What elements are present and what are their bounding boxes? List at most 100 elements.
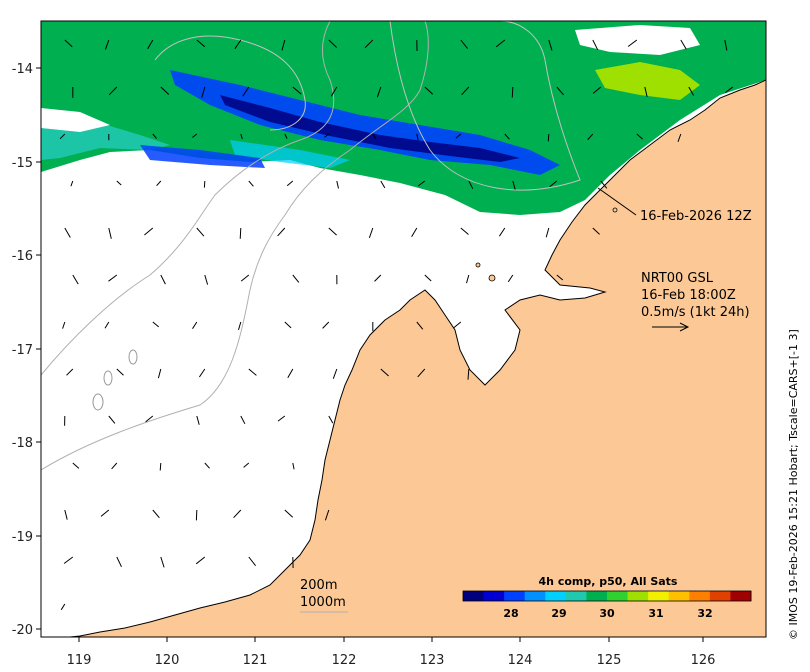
current-vector [468, 180, 474, 189]
current-vector [498, 227, 506, 237]
current-vector [592, 227, 600, 235]
current-vector [416, 133, 419, 141]
current-vector [461, 86, 470, 96]
current-vector [238, 321, 242, 331]
colorbar-swatch [689, 591, 711, 601]
current-vector [192, 133, 198, 138]
colorbar-tick-label: 32 [697, 607, 712, 620]
current-vector [70, 180, 74, 187]
isobath-line-west [154, 35, 306, 131]
colorbar-swatch [565, 591, 587, 601]
current-vector [556, 274, 564, 281]
isobath-line-east [389, 21, 581, 191]
current-vector [233, 509, 242, 519]
current-vector [152, 133, 157, 139]
current-vector [372, 133, 377, 140]
current-vector [195, 556, 206, 565]
current-vector [239, 227, 242, 239]
current-vector [111, 462, 118, 470]
current-vector [60, 603, 66, 611]
y-tick-label: -18 [12, 436, 33, 451]
current-vector [368, 227, 374, 238]
current-vector [324, 509, 330, 521]
current-vector [59, 133, 66, 140]
current-vector [116, 368, 124, 376]
current-vector [196, 227, 205, 237]
sst-patch-blue-2 [140, 145, 265, 168]
current-vector [548, 39, 553, 51]
colorbar-ticks: 28 29 30 31 32 [503, 607, 712, 620]
current-vector [511, 86, 514, 98]
current-vector [147, 39, 154, 50]
current-vector [63, 556, 74, 564]
current-vector [644, 86, 648, 97]
current-vector [108, 227, 112, 239]
current-vector [192, 321, 198, 329]
current-vector [322, 321, 330, 329]
colorbar-tick-label: 30 [599, 607, 615, 620]
colorbar-swatch [709, 591, 731, 601]
current-vector [507, 274, 514, 283]
colorbar-swatch [545, 591, 567, 601]
colorbar-tick-label: 31 [648, 607, 663, 620]
y-tick-label: -17 [12, 343, 33, 358]
current-vector [364, 39, 374, 49]
current-vector [336, 180, 339, 189]
current-time-label: 16-Feb 18:00Z [641, 288, 736, 303]
colorbar-swatch [586, 591, 608, 601]
colorbar-swatch [730, 591, 752, 601]
colorbar-swatch [524, 591, 546, 601]
current-vector [466, 274, 470, 284]
current-vector [234, 39, 242, 50]
cloud-gap-w [41, 108, 110, 132]
current-vector [504, 133, 510, 140]
x-tick-label: 122 [332, 653, 357, 668]
current-vector [417, 180, 426, 187]
current-vector [677, 133, 682, 142]
current-vector [62, 321, 66, 329]
land-mass [69, 79, 766, 637]
colorbar-swatch [483, 591, 505, 601]
current-vector [592, 39, 599, 51]
current-vector [204, 462, 210, 469]
current-vector [460, 227, 469, 235]
current-vector [330, 86, 338, 97]
colorbar-swatch [648, 591, 670, 601]
current-vector [292, 462, 295, 470]
colorbar-swatch [504, 591, 526, 601]
current-vector [424, 86, 434, 95]
x-tick-label: 120 [155, 653, 180, 668]
current-vector [201, 86, 206, 98]
current-vector [724, 86, 734, 94]
colorbar [463, 591, 752, 601]
current-vector [243, 462, 250, 468]
x-tick-label: 121 [243, 653, 268, 668]
isobath-line-1000m [41, 21, 335, 376]
current-vector [549, 180, 558, 188]
current-vector [455, 133, 462, 139]
colorbar-title: 4h comp, p50, All Sats [539, 575, 678, 588]
y-tick-label: -16 [12, 249, 33, 264]
current-vector [196, 415, 200, 425]
current-vector [152, 321, 160, 328]
current-vector [374, 274, 382, 282]
current-vector [116, 180, 122, 186]
current-vector [545, 227, 550, 238]
current-vector [64, 509, 68, 520]
current-vector [242, 86, 250, 97]
reef-outline-3 [92, 393, 104, 411]
current-vector [72, 274, 79, 285]
current-vector [116, 556, 122, 568]
current-vector [281, 39, 286, 51]
current-vector [160, 86, 170, 95]
current-vector [240, 274, 250, 282]
current-vector [380, 368, 389, 377]
current-vector [512, 180, 516, 190]
current-vector [277, 415, 286, 422]
colorbar-swatch [463, 591, 485, 601]
current-vector [144, 227, 154, 236]
x-tick-label: 126 [691, 653, 716, 668]
x-tick-label: 124 [508, 653, 533, 668]
current-vector [380, 180, 386, 189]
